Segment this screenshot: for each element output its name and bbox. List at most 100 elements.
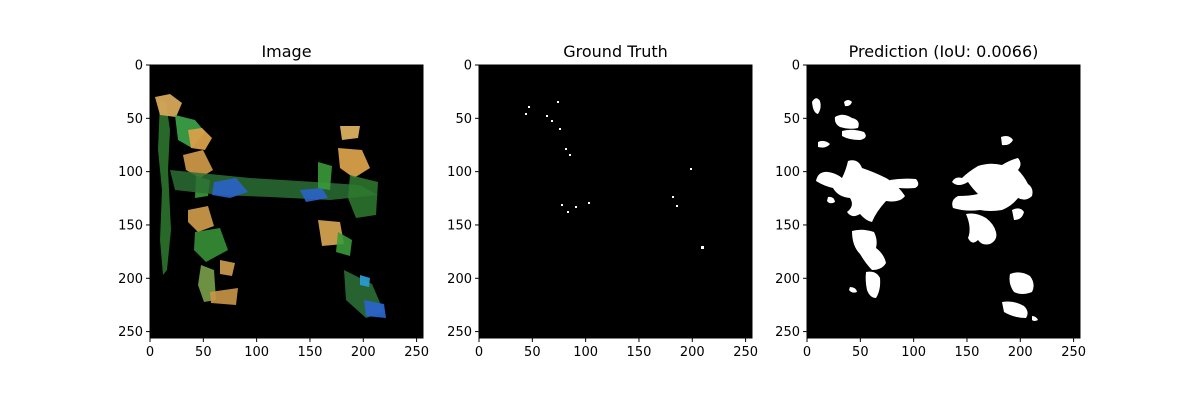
x-tick-label: 250	[733, 345, 758, 360]
panel-prediction: Prediction (IoU: 0.0066) 0 50 100 150 200 250…	[775, 42, 1086, 360]
y-tick-label: 200	[775, 272, 800, 287]
mask-blob	[834, 114, 859, 129]
mask-blob	[816, 160, 905, 222]
plant-region	[364, 300, 386, 318]
x-tick-label: 0	[475, 345, 483, 360]
y-tick-label: 200	[447, 272, 472, 287]
panel-title: Ground Truth	[563, 42, 668, 61]
y-tick-label: 0	[792, 59, 800, 74]
mask-speck	[567, 211, 569, 213]
x-tick-label: 150	[955, 345, 980, 360]
mask-blob	[849, 287, 857, 293]
y-axis: 0 50 100 150 200 250	[447, 59, 479, 340]
plant-region	[336, 232, 352, 256]
x-tick-label: 150	[298, 345, 323, 360]
x-tick-label: 250	[404, 345, 429, 360]
plant-region	[318, 162, 332, 190]
mask-blob	[842, 129, 866, 140]
mask-blob	[1032, 316, 1038, 321]
mask-blob	[1009, 272, 1034, 294]
mask-speck	[557, 101, 559, 103]
mask-blob	[890, 178, 919, 189]
y-tick-label: 50	[455, 112, 472, 127]
mask-speck	[569, 154, 571, 156]
mask-speck	[565, 148, 567, 150]
mask-speck	[575, 206, 577, 208]
mask-speck	[559, 128, 561, 130]
plant-region	[220, 260, 235, 276]
x-axis: 0 50 100 150 200 250	[146, 338, 429, 360]
plant-region	[188, 128, 212, 150]
plant-region	[212, 178, 248, 198]
x-axis: 0 50 100 150 200 250	[803, 338, 1086, 360]
mask-speck	[561, 204, 563, 206]
mask-blob	[812, 98, 821, 114]
mask-canvas	[479, 65, 752, 338]
x-tick-label: 0	[146, 345, 154, 360]
mask-blob	[1002, 301, 1028, 318]
y-tick-label: 150	[118, 218, 143, 233]
mask-speck	[551, 120, 553, 122]
prediction-blobs	[812, 98, 1038, 321]
mask-speck	[588, 202, 590, 204]
y-tick-label: 0	[135, 59, 143, 74]
axes-frame	[478, 64, 753, 339]
x-tick-label: 100	[901, 345, 926, 360]
x-tick-label: 250	[1061, 345, 1086, 360]
y-tick-label: 200	[118, 272, 143, 287]
y-tick-label: 250	[447, 325, 472, 340]
x-tick-label: 100	[573, 345, 598, 360]
panel-image: Image	[118, 42, 429, 360]
axes-frame	[806, 64, 1081, 339]
mask-speck	[701, 246, 704, 249]
plant-region	[210, 288, 238, 305]
x-tick-label: 100	[244, 345, 269, 360]
panel-title: Image	[261, 42, 311, 61]
mask-blob	[1001, 136, 1013, 146]
mask-blob	[818, 140, 830, 148]
x-tick-label: 200	[1008, 345, 1033, 360]
x-tick-label: 200	[680, 345, 705, 360]
image-content	[155, 94, 386, 318]
x-tick-label: 200	[351, 345, 376, 360]
x-tick-label: 150	[627, 345, 652, 360]
y-tick-label: 100	[118, 165, 143, 180]
y-axis: 0 50 100 150 200 250	[118, 59, 150, 340]
panel-ground-truth: Ground Truth 0 50 100 150 200 250 0 50 100 150 20…	[447, 42, 758, 360]
y-tick-label: 50	[126, 112, 143, 127]
plant-region	[188, 206, 214, 232]
x-tick-label: 50	[524, 345, 541, 360]
image-canvas	[150, 65, 423, 338]
x-tick-label: 0	[803, 345, 811, 360]
mask-blob	[852, 229, 886, 270]
plant-region	[340, 126, 360, 140]
mask-blob	[966, 213, 997, 245]
plant-region	[183, 150, 213, 178]
y-tick-label: 0	[464, 59, 472, 74]
panel-title: Prediction (IoU: 0.0066)	[849, 42, 1039, 61]
x-axis: 0 50 100 150 200 250	[475, 338, 758, 360]
y-tick-label: 100	[447, 165, 472, 180]
mask-speck	[676, 205, 678, 207]
ground-truth-specks	[525, 101, 704, 249]
plant-region	[300, 188, 328, 202]
mask-speck	[546, 115, 548, 117]
mask-blob	[844, 100, 852, 107]
plant-region	[338, 148, 370, 178]
plant-region	[158, 100, 171, 275]
axes-frame	[149, 64, 424, 339]
mask-speck	[690, 168, 692, 170]
y-tick-label: 250	[775, 325, 800, 340]
plant-region	[360, 275, 370, 287]
mask-speck	[528, 106, 530, 108]
y-tick-label: 100	[775, 165, 800, 180]
x-tick-label: 50	[195, 345, 212, 360]
y-tick-label: 150	[447, 218, 472, 233]
mask-speck	[672, 196, 674, 198]
mask-blob	[952, 158, 1033, 211]
mask-blob	[827, 196, 835, 204]
x-tick-label: 50	[852, 345, 869, 360]
plant-region	[155, 94, 182, 117]
y-axis: 0 50 100 150 200 250	[775, 59, 807, 340]
